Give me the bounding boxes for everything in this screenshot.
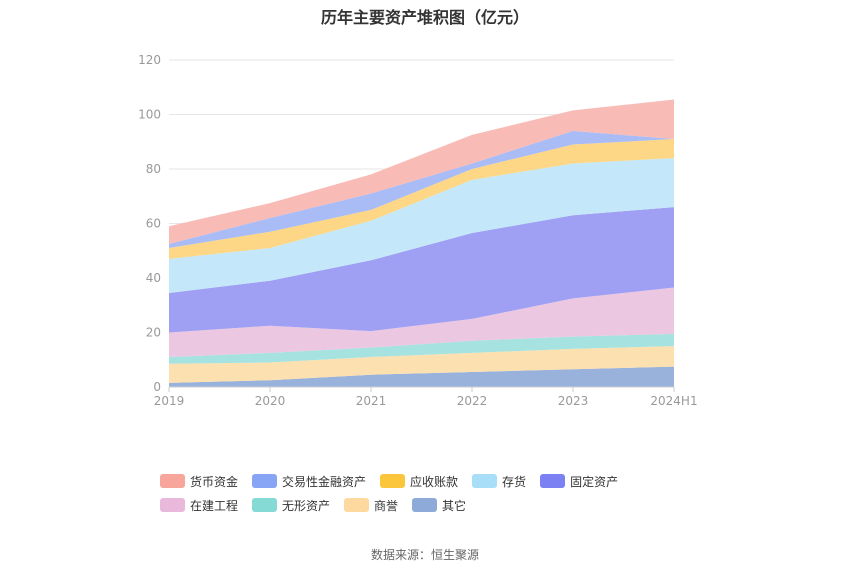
area-商誉: [169, 346, 674, 383]
legend-item[interactable]: 固定资产: [540, 472, 618, 490]
x-tick-label: 2023: [558, 394, 589, 408]
legend-label: 其它: [442, 498, 467, 513]
y-tick-label: 120: [138, 53, 161, 67]
legend-swatch: [380, 474, 406, 488]
area-在建工程: [169, 287, 674, 357]
legend-item[interactable]: 无形资产: [252, 496, 330, 514]
legend-swatch: [472, 474, 498, 488]
axes: 0 20 40 60 80 100 120 2019 2020 2021 2022 2023 2024H…: [138, 53, 698, 408]
legend-label: 固定资产: [570, 474, 619, 489]
legend-item[interactable]: 在建工程: [160, 496, 238, 514]
area-series: [169, 99, 674, 387]
y-tick-label: 0: [153, 380, 161, 394]
x-tick-label: 2021: [356, 394, 387, 408]
legend-item[interactable]: 其它: [412, 496, 466, 514]
legend-swatch: [160, 498, 185, 512]
area-固定资产: [169, 207, 674, 333]
legend-label: 在建工程: [190, 498, 239, 513]
y-tick-label: 60: [146, 217, 161, 231]
legend-label: 无形资产: [282, 498, 331, 513]
legend-label: 商誉: [374, 498, 399, 513]
x-tick-label: 2022: [457, 394, 488, 408]
legend-swatch: [412, 498, 438, 512]
x-tick-label: 2019: [154, 394, 185, 408]
area-无形资产: [169, 333, 674, 364]
area-应收账款: [169, 139, 674, 259]
chart-title: 历年主要资产堆积图（亿元）: [320, 8, 529, 27]
area-存货: [169, 158, 674, 293]
legend-swatch: [252, 498, 278, 512]
legend-item[interactable]: 商誉: [344, 496, 398, 514]
y-tick-label: 80: [146, 162, 161, 176]
x-tick-label: 2024H1: [650, 394, 697, 408]
legend-label: 应收账款: [410, 474, 459, 489]
legend-swatch: [252, 474, 278, 488]
legend-label: 货币资金: [190, 474, 239, 489]
legend-item[interactable]: 存货: [472, 472, 526, 490]
legend-item[interactable]: 应收账款: [380, 472, 458, 490]
legend: 货币资金 交易性金融资产 应收账款 存货 固定资产在建工程 无形资产 商誉 其它: [160, 472, 720, 520]
legend-item[interactable]: 交易性金融资产: [252, 472, 366, 490]
legend-swatch: [344, 498, 370, 512]
y-tick-label: 100: [138, 108, 161, 122]
area-交易性金融资产: [169, 130, 674, 248]
area-货币资金: [169, 99, 674, 244]
x-tick-label: 2020: [255, 394, 286, 408]
legend-swatch: [160, 474, 185, 488]
data-source-note: 数据来源：恒生聚源: [370, 548, 479, 562]
area-其它: [169, 366, 674, 387]
legend-label: 交易性金融资产: [282, 474, 367, 489]
legend-item[interactable]: 货币资金: [160, 472, 238, 490]
legend-swatch: [540, 474, 566, 488]
y-tick-label: 40: [146, 271, 161, 285]
y-tick-label: 20: [146, 326, 161, 340]
legend-label: 存货: [502, 474, 527, 489]
